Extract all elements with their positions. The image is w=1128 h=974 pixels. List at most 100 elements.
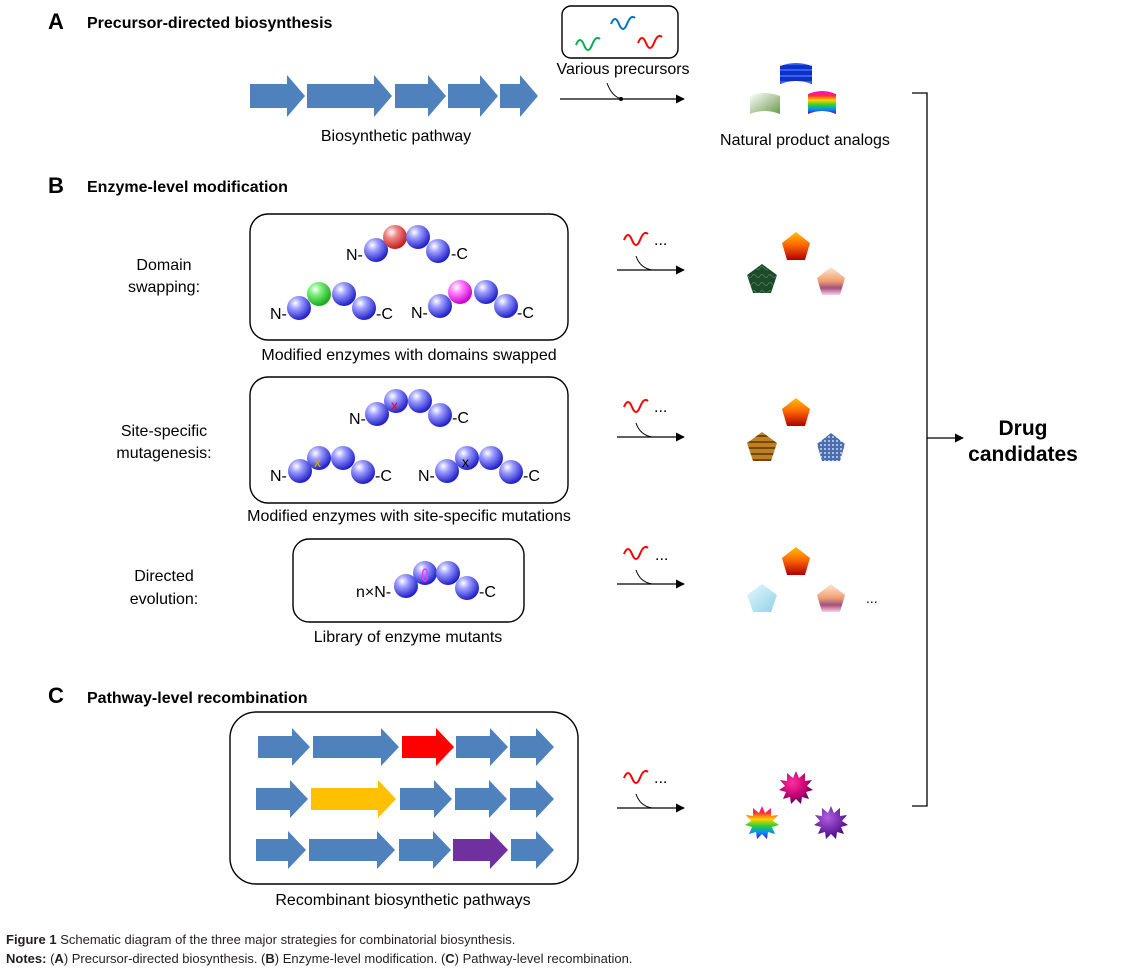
ellipsis: ... — [655, 547, 668, 564]
enzyme-chain: N- x -C — [349, 389, 469, 428]
enzyme-domain — [384, 389, 408, 413]
natural-product-analogs — [750, 63, 836, 114]
enzyme-chain: N- -C — [411, 280, 534, 322]
figure-caption-text: Schematic diagram of the three major str… — [60, 932, 516, 947]
precursor-red-squiggle — [623, 231, 649, 246]
figure-caption-label: Figure 1 — [6, 932, 57, 947]
enzyme-domain — [474, 280, 498, 304]
products-label: Natural product analogs — [720, 132, 890, 149]
analog-blue-flag — [780, 63, 812, 84]
c-terminus-label: -C — [376, 306, 393, 323]
notes-c-text: ) Pathway-level recombination. — [454, 951, 633, 966]
pathway-gene-arrow — [400, 780, 452, 818]
ellipsis: ... — [654, 399, 667, 416]
pathway-label: Biosynthetic pathway — [321, 128, 471, 145]
pathway-gene-arrow — [313, 728, 399, 766]
enzyme-domain-swapped-magenta — [448, 280, 472, 304]
enzyme-domain-swapped-green — [307, 282, 331, 306]
n-terminus-label: N- — [418, 468, 435, 485]
enzyme-domain — [394, 574, 418, 598]
section-c-letter: C — [48, 683, 64, 708]
enzyme-domain — [332, 282, 356, 306]
n-terminus-label: N- — [349, 411, 366, 428]
figure-notes: Notes: (A) Precursor-directed biosynthes… — [6, 951, 632, 966]
precursor-feed-curve — [635, 793, 653, 809]
method-directed-evolution-line1: Directed — [134, 568, 194, 585]
analog-pentagon — [747, 264, 777, 293]
enzyme-chain: N- x -C — [418, 446, 540, 485]
precursor-red-squiggle — [623, 769, 649, 784]
enzyme-domain-swapped-red — [383, 225, 407, 249]
bracket-line — [912, 92, 928, 807]
section-b-letter: B — [48, 173, 64, 198]
enzyme-box-domain-swapping — [249, 213, 569, 341]
pathway-gene-arrow — [250, 75, 305, 117]
enzyme-chain: n×N- -C — [356, 561, 496, 601]
outcome-line2: candidates — [968, 443, 1078, 466]
enzyme-domain — [499, 460, 523, 484]
precursor-red-squiggle — [623, 545, 649, 560]
section-b: B Enzyme-level modification Domain swapp… — [48, 173, 878, 646]
precursor-feed-curve — [635, 569, 653, 585]
figure-caption: Figure 1 Schematic diagram of the three … — [6, 932, 515, 947]
enzyme-chain: N- -C — [270, 282, 393, 323]
analog-set-directed-evolution: ... — [747, 547, 878, 612]
pathway-gene-arrow — [399, 831, 451, 869]
pathway-arrows-a — [250, 75, 538, 117]
method-site-specific-line2: mutagenesis: — [116, 445, 211, 462]
enzyme-domain — [455, 446, 479, 470]
analog-starburst — [745, 806, 779, 839]
recombinant-pathway-row — [256, 780, 554, 818]
enzyme-domain — [435, 459, 459, 483]
notes-c-letter: C — [445, 951, 455, 966]
mutation-mark-red: x — [391, 397, 398, 413]
notes-open: ( — [50, 951, 55, 966]
enzyme-domain — [479, 446, 503, 470]
nx-n-terminus-label: n×N- — [356, 584, 391, 601]
ellipsis: ... — [654, 770, 667, 787]
enzyme-domain — [287, 296, 311, 320]
enzyme-domain — [351, 460, 375, 484]
n-terminus-label: N- — [411, 305, 428, 322]
analog-starburst — [814, 806, 848, 839]
pathway-gene-arrow-swapped-purple — [453, 831, 508, 869]
pathway-gene-arrow — [510, 780, 554, 818]
precursor-green-squiggle — [575, 36, 601, 51]
notes-a-letter: A — [54, 951, 64, 966]
section-a-letter: A — [48, 9, 64, 34]
mutation-mark-black: x — [462, 454, 469, 470]
enzyme-chain: N- -C — [346, 225, 468, 264]
enzyme-domain — [428, 294, 452, 318]
pathway-gene-arrow — [448, 75, 498, 117]
analog-starburst — [779, 771, 813, 804]
enzyme-domain — [406, 225, 430, 249]
enzyme-domain — [352, 296, 376, 320]
analog-rainbow-flag — [808, 91, 836, 114]
ellipsis: ... — [654, 232, 667, 249]
section-c: C Pathway-level recombination Recombinan… — [48, 683, 848, 909]
method-directed-evolution-line2: evolution: — [130, 591, 199, 608]
section-c-title: Pathway-level recombination — [87, 690, 308, 707]
c-terminus-label: -C — [523, 468, 540, 485]
caption-domain-swapping: Modified enzymes with domains swapped — [261, 347, 556, 364]
enzyme-domain — [364, 238, 388, 262]
enzyme-domain — [365, 402, 389, 426]
precursors-box — [561, 5, 679, 59]
caption-recombinant: Recombinant biosynthetic pathways — [275, 892, 530, 909]
pathway-gene-arrow — [455, 780, 507, 818]
pathway-gene-arrow — [500, 75, 538, 117]
n-terminus-label: N- — [346, 247, 363, 264]
c-terminus-label: -C — [452, 410, 469, 427]
pathway-gene-arrow-swapped-red — [402, 728, 454, 766]
pathway-gene-arrow — [309, 831, 395, 869]
method-site-specific-line1: Site-specific — [121, 423, 207, 440]
analog-pentagon — [782, 547, 810, 575]
enzyme-domain — [426, 239, 450, 263]
enzyme-domain — [494, 294, 518, 318]
precursor-feed-dot — [619, 97, 623, 101]
enzyme-box-site-specific — [249, 376, 569, 504]
pathway-gene-arrow — [256, 831, 306, 869]
enzyme-domain — [455, 576, 479, 600]
enzyme-domain — [408, 389, 432, 413]
